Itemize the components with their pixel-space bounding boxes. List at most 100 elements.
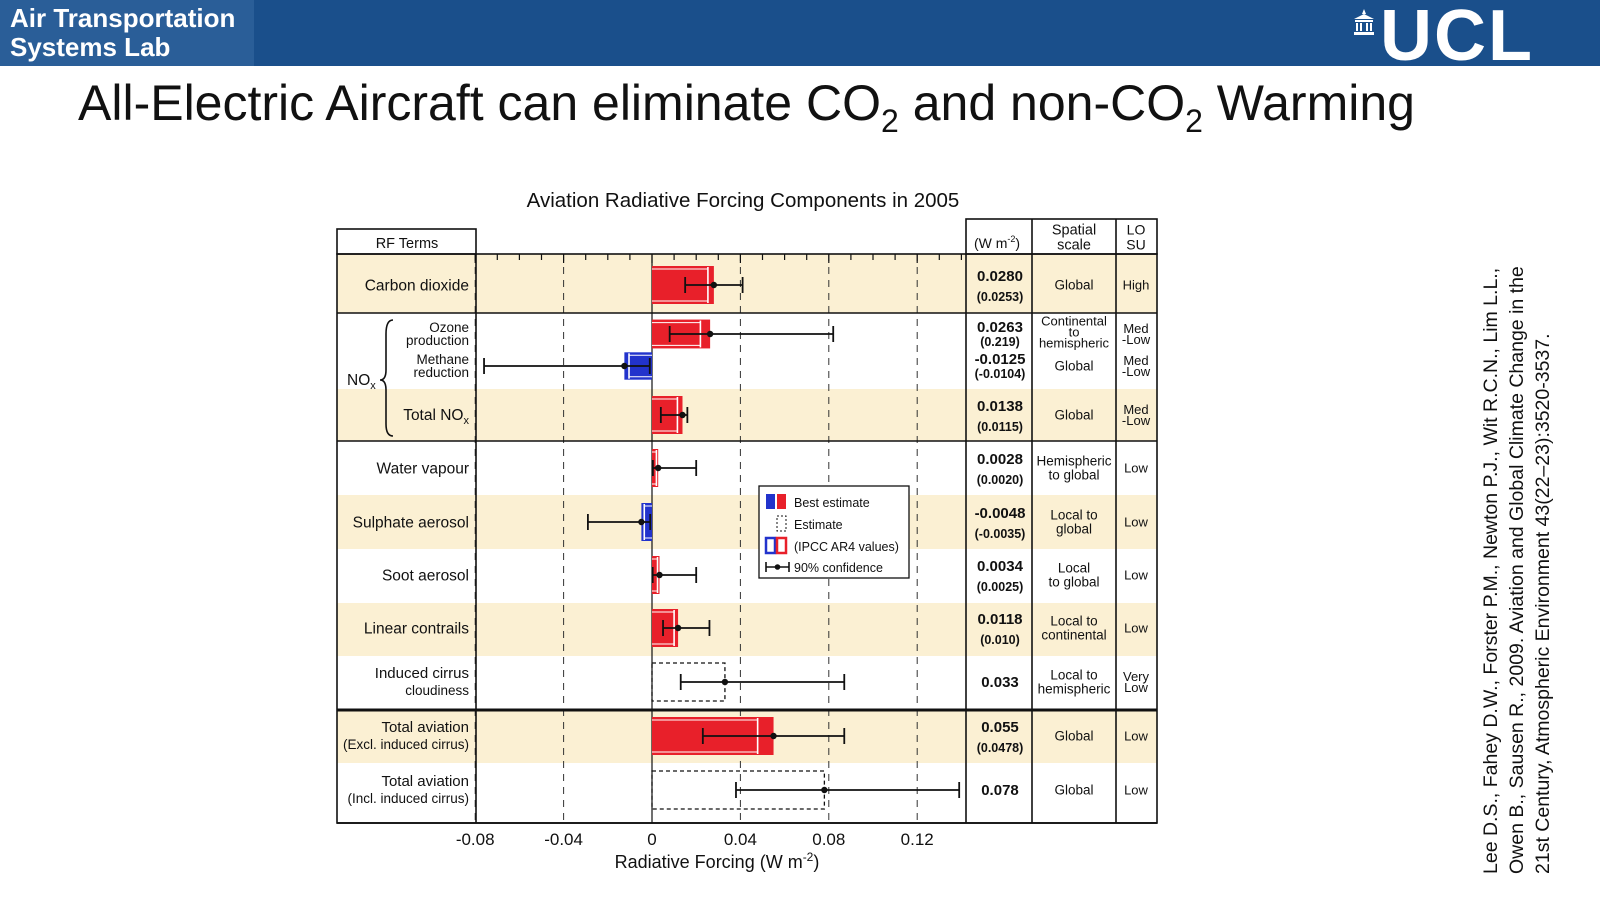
- row-label: Linear contrails: [364, 620, 469, 637]
- row-label: reduction: [413, 365, 469, 380]
- x-tick-label: -0.08: [456, 830, 495, 849]
- losu: -Low: [1122, 364, 1151, 379]
- legend-swatch-blue: [766, 494, 775, 509]
- x-tick-label: 0: [647, 830, 656, 849]
- title-subscript: 2: [1185, 103, 1203, 139]
- svg-text:Radiative Forcing (W m-2): Radiative Forcing (W m-2): [615, 850, 820, 872]
- row-label: Sulphate aerosol: [353, 514, 469, 531]
- best-estimate-point: [706, 330, 714, 338]
- col-header-rf-terms: RF Terms: [376, 236, 439, 252]
- ucl-logo: UCL: [1380, 0, 1534, 76]
- best-estimate-point: [679, 411, 686, 419]
- legend-swatch-red: [777, 494, 786, 509]
- losu: -Low: [1122, 332, 1151, 347]
- header-text: Spatial: [1052, 223, 1096, 239]
- spatial-scale: Local to: [1050, 668, 1097, 683]
- best-estimate-point: [721, 678, 729, 686]
- nox-label: NOx: [347, 372, 376, 392]
- x-tick-label: -0.04: [544, 830, 583, 849]
- rf-ar4-value: (0.0020): [977, 473, 1024, 487]
- title-subscript: 2: [881, 103, 899, 139]
- nox-brace: [379, 319, 394, 437]
- chart-title: Aviation Radiative Forcing Components in…: [527, 189, 960, 212]
- header-cell: [965, 218, 1158, 255]
- spatial-scale: hemispheric: [1038, 682, 1111, 697]
- rf-value: 0.0028: [977, 451, 1023, 468]
- portico-icon: [1354, 9, 1374, 35]
- row-label: cloudiness: [405, 683, 469, 698]
- rf-ar4-value: (0.0253): [977, 290, 1024, 304]
- rf-value: 0.033: [981, 674, 1019, 691]
- row-band: [337, 254, 1157, 313]
- rf-value: 0.0138: [977, 398, 1023, 415]
- rf-ar4-value: (0.010): [980, 633, 1020, 647]
- x-tick-label: 0.08: [812, 830, 845, 849]
- spatial-scale: hemispheric: [1039, 336, 1110, 351]
- losu: Low: [1124, 621, 1148, 636]
- row-label: production: [406, 333, 469, 348]
- rf-ar4-value: (0.0025): [977, 580, 1024, 594]
- spatial-scale: Local to: [1050, 508, 1097, 523]
- title-middle: and non-CO: [898, 75, 1186, 131]
- losu: Med: [1123, 321, 1148, 336]
- losu: Med: [1123, 353, 1148, 368]
- rf-value: 0.078: [981, 782, 1019, 799]
- losu: Low: [1124, 515, 1148, 530]
- spatial-scale: Hemispheric: [1036, 454, 1111, 469]
- x-tick-label: 0.12: [901, 830, 934, 849]
- spatial-scale: continental: [1041, 628, 1106, 643]
- rf-ar4-value: (0.0115): [977, 420, 1023, 434]
- row-label: Induced cirrus: [375, 665, 469, 682]
- rf-ar4-value: (-0.0104): [975, 367, 1026, 381]
- best-estimate-point: [710, 281, 718, 289]
- rf-ar4-value: (0.0478): [977, 741, 1024, 755]
- legend-best-estimate: Best estimate: [794, 496, 870, 510]
- rf-ar4-value: (0.219): [980, 335, 1020, 349]
- best-estimate-point: [770, 732, 777, 740]
- header-cell: [336, 228, 477, 255]
- losu: Low: [1124, 568, 1148, 583]
- spatial-scale: to global: [1048, 575, 1099, 590]
- losu: Med: [1123, 402, 1148, 417]
- lab-name: Air Transportation Systems Lab: [10, 3, 236, 62]
- rf-value: 0.0280: [977, 268, 1023, 285]
- spatial-scale: Continental: [1041, 314, 1107, 329]
- legend-confidence: 90% confidence: [794, 561, 883, 575]
- header-text: LO: [1127, 221, 1146, 237]
- x-axis-label: Radiative Forcing (W m-2): [615, 850, 820, 872]
- best-estimate-point: [654, 464, 662, 472]
- row-label: (Excl. induced cirrus): [343, 737, 469, 752]
- row-label: Carbon dioxide: [365, 277, 469, 294]
- legend-estimate: Estimate: [794, 518, 843, 532]
- legend-swatch-ar4-red: [775, 536, 788, 555]
- header-text: scale: [1057, 238, 1091, 254]
- legend-swatch-ar4-blue: [764, 536, 777, 555]
- row-band: [337, 495, 1157, 549]
- row-label: Methane: [416, 352, 469, 367]
- best-estimate-point: [656, 571, 663, 579]
- chart-legend: Best estimate Estimate (IPCC AR4 values)…: [758, 485, 910, 579]
- rf-value: 0.055: [981, 719, 1019, 736]
- best-estimate-point: [621, 362, 628, 370]
- row-label: Total aviation: [381, 719, 469, 736]
- row-label: Ozone: [429, 320, 469, 335]
- row-label: (Incl. induced cirrus): [347, 791, 469, 806]
- col-header-units: (W m-2): [974, 234, 1020, 251]
- rf-ar4-value: (-0.0035): [975, 527, 1026, 541]
- spatial-scale: Global: [1054, 729, 1093, 744]
- best-estimate-point: [821, 786, 828, 794]
- rf-value: 0.0118: [977, 611, 1022, 628]
- losu: Low: [1124, 783, 1148, 798]
- losu: Low: [1124, 461, 1148, 476]
- lab-logo-box: Air Transportation Systems Lab: [0, 0, 254, 66]
- best-estimate-point: [674, 624, 682, 632]
- spatial-scale: Local: [1058, 561, 1090, 576]
- slide-title: All-Electric Aircraft can eliminate CO2 …: [78, 72, 1415, 152]
- x-tick-label: 0.04: [724, 830, 757, 849]
- losu: High: [1123, 278, 1150, 293]
- spatial-scale: global: [1056, 522, 1092, 537]
- losu: Low: [1124, 729, 1148, 744]
- rf-value: -0.0125: [975, 351, 1026, 368]
